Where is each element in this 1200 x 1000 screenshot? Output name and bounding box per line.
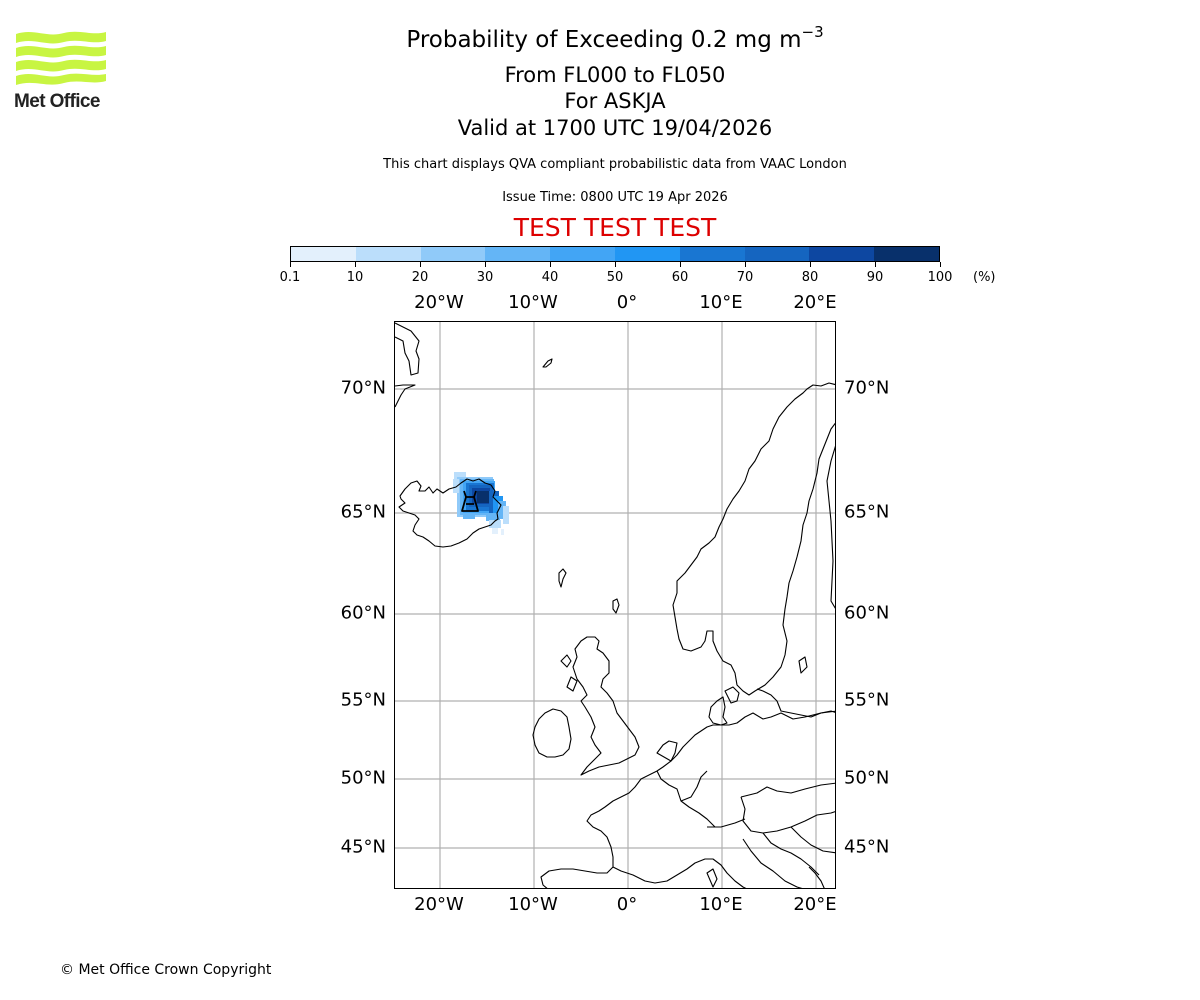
lon-label-bottom: 20°E bbox=[793, 894, 837, 915]
lat-label-left: 60°N bbox=[340, 602, 386, 624]
colorbar-segment bbox=[744, 247, 810, 261]
lat-label-right: 55°N bbox=[844, 689, 890, 711]
flight-levels: From FL000 to FL050 bbox=[504, 63, 726, 87]
colorbar-segment bbox=[485, 247, 551, 261]
colorbar-tick bbox=[615, 262, 616, 267]
colorbar-tick-label: 20 bbox=[411, 270, 429, 285]
lat-label-left: 50°N bbox=[340, 767, 386, 789]
lat-label-left: 70°N bbox=[340, 377, 386, 399]
lon-label-top: 20°E bbox=[793, 292, 837, 313]
colorbar-tick-label: 80 bbox=[801, 270, 819, 285]
colorbar-tick bbox=[875, 262, 876, 267]
colorbar-tick bbox=[420, 262, 421, 267]
waves-logo-icon bbox=[16, 31, 106, 85]
colorbar-segment bbox=[355, 247, 421, 261]
lat-label-right: 60°N bbox=[844, 602, 890, 624]
colorbar-tick bbox=[680, 262, 681, 267]
lat-label-right: 70°N bbox=[844, 377, 890, 399]
chart-title: Probability of Exceeding 0.2 mg m−3 bbox=[0, 23, 1200, 53]
colorbar-tick bbox=[550, 262, 551, 267]
colorbar-tick-label: 40 bbox=[541, 270, 559, 285]
lon-label-bottom: 0° bbox=[616, 894, 638, 915]
map-panel bbox=[394, 321, 836, 889]
lon-label-top: 10°W bbox=[508, 292, 558, 313]
lat-label-right: 45°N bbox=[844, 836, 890, 858]
title-main: Probability of Exceeding 0.2 mg m bbox=[406, 27, 802, 53]
colorbar-segment bbox=[614, 247, 680, 261]
test-banner: TEST TEST TEST bbox=[513, 213, 717, 242]
colorbar-tick bbox=[745, 262, 746, 267]
lat-label-left: 55°N bbox=[340, 689, 386, 711]
colorbar-segment bbox=[809, 247, 875, 261]
colorbar-tick-label: 0.1 bbox=[279, 270, 301, 285]
colorbar-tick bbox=[290, 262, 291, 267]
colorbar-segment bbox=[679, 247, 745, 261]
colorbar-segment bbox=[550, 247, 615, 261]
valid-time: Valid at 1700 UTC 19/04/2026 bbox=[457, 116, 773, 140]
colorbar-tick-label: 100 bbox=[927, 270, 953, 285]
lon-label-top: 10°E bbox=[699, 292, 743, 313]
lat-label-right: 65°N bbox=[844, 501, 890, 523]
coastlines bbox=[395, 322, 835, 888]
logo-text: Met Office bbox=[14, 91, 100, 112]
colorbar-tick-label: 50 bbox=[606, 270, 624, 285]
gridlines bbox=[395, 322, 835, 888]
lon-label-top: 20°W bbox=[414, 292, 464, 313]
colorbar-tick-label: 10 bbox=[346, 270, 364, 285]
colorbar-tick-label: 60 bbox=[671, 270, 689, 285]
copyright-notice: © Met Office Crown Copyright bbox=[60, 962, 272, 978]
colorbar-unit: (%) bbox=[973, 270, 996, 285]
colorbar-segment bbox=[291, 247, 356, 261]
colorbar-tick-label: 30 bbox=[476, 270, 494, 285]
colorbar-segment bbox=[874, 247, 939, 261]
lon-label-bottom: 20°W bbox=[414, 894, 464, 915]
colorbar-segment bbox=[420, 247, 486, 261]
lat-label-left: 45°N bbox=[340, 836, 386, 858]
met-office-logo: Met Office bbox=[14, 30, 108, 112]
volcano-name: For ASKJA bbox=[564, 89, 666, 113]
colorbar-tick bbox=[940, 262, 941, 267]
colorbar-tick bbox=[810, 262, 811, 267]
colorbar bbox=[290, 246, 940, 262]
ash-plume bbox=[453, 472, 509, 535]
lon-label-top: 0° bbox=[616, 292, 638, 313]
lon-label-bottom: 10°E bbox=[699, 894, 743, 915]
colorbar-tick bbox=[485, 262, 486, 267]
colorbar-tick-label: 70 bbox=[736, 270, 754, 285]
issue-time: Issue Time: 0800 UTC 19 Apr 2026 bbox=[502, 190, 728, 205]
title-superscript: −3 bbox=[801, 23, 824, 41]
lon-label-bottom: 10°W bbox=[508, 894, 558, 915]
lat-label-right: 50°N bbox=[844, 767, 890, 789]
colorbar-tick-label: 90 bbox=[866, 270, 884, 285]
map-svg bbox=[395, 322, 835, 888]
chart-description: This chart displays QVA compliant probab… bbox=[383, 157, 847, 172]
colorbar-tick bbox=[355, 262, 356, 267]
lat-label-left: 65°N bbox=[340, 501, 386, 523]
